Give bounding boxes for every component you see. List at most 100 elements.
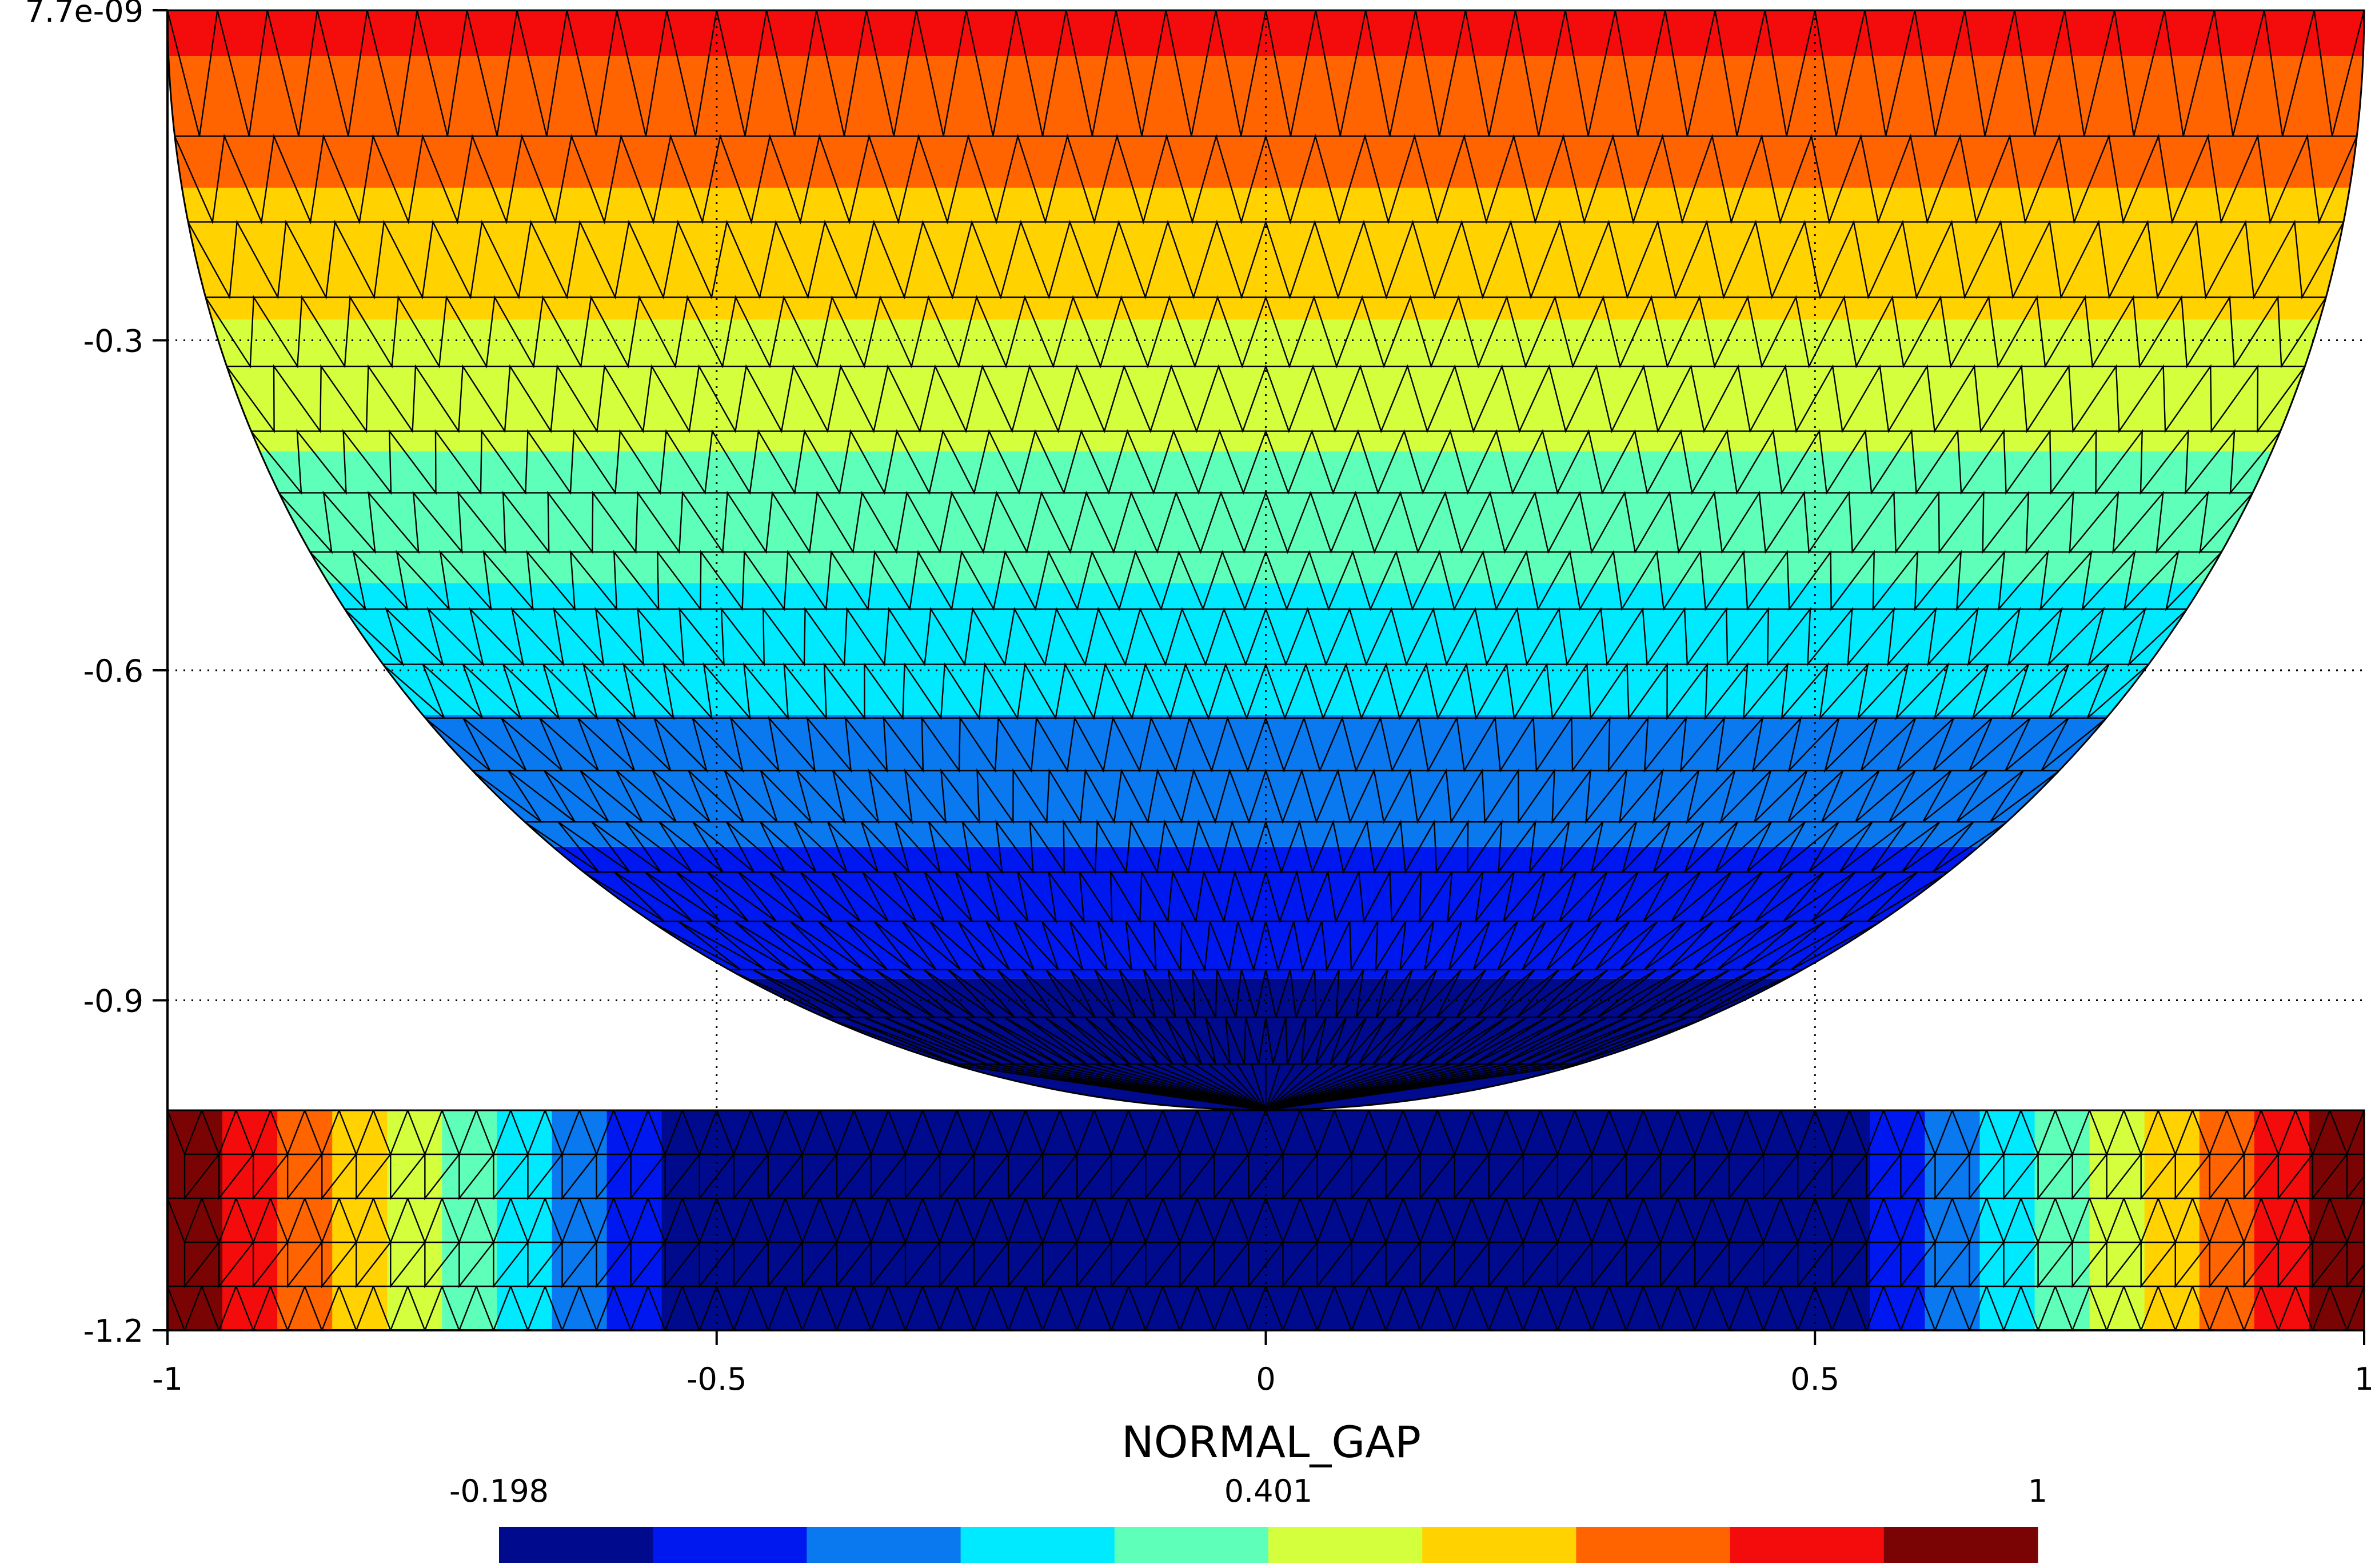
slab-strip [2309, 1110, 2319, 1330]
slab-strip [936, 1110, 947, 1330]
slab-strip [872, 1110, 882, 1330]
slab-strip [853, 1110, 864, 1330]
slab-strip [1934, 1110, 1944, 1330]
slab-strip [1723, 1110, 1734, 1330]
slab-strip [2354, 1110, 2364, 1330]
slab-strip [1366, 1110, 1376, 1330]
slab-strip [2071, 1110, 2081, 1330]
slab-strip [1348, 1110, 1358, 1330]
slab-strip [1266, 1110, 1276, 1330]
slab-strip [488, 1110, 498, 1330]
slab-strip [927, 1110, 937, 1330]
slab-strip [1311, 1110, 1322, 1330]
slab-strip [2318, 1110, 2328, 1330]
slab-strip [725, 1110, 736, 1330]
slab-strip [442, 1110, 452, 1330]
slab-strip [1815, 1110, 1825, 1330]
slab-strip [1275, 1110, 1285, 1330]
slab-strip [1083, 1110, 1093, 1330]
slab-strip [1861, 1110, 1871, 1330]
slab-strip [1448, 1110, 1459, 1330]
slab-strip [213, 1110, 223, 1330]
slab-strip [195, 1110, 205, 1330]
slab-strip [1531, 1110, 1541, 1330]
slab-strip [1742, 1110, 1752, 1330]
half-disk-mesh [167, 10, 2364, 1110]
slab-region [167, 1110, 2364, 1330]
slab-strip [570, 1110, 580, 1330]
slab-strip [204, 1110, 214, 1330]
slab-strip [643, 1110, 653, 1330]
disk-band [167, 10, 2364, 57]
slab-strip [735, 1110, 745, 1330]
slab-strip [1943, 1110, 1953, 1330]
colorbar-swatch [499, 1527, 653, 1563]
x-axis-variable-label: NORMAL_GAP [1121, 1417, 1421, 1467]
slab-strip [579, 1110, 589, 1330]
slab-strip [186, 1110, 196, 1330]
slab-strip [1384, 1110, 1395, 1330]
slab-strip [167, 1110, 178, 1330]
slab-strip [2053, 1110, 2063, 1330]
slab-strip [2126, 1110, 2136, 1330]
y-tick-label: 7.7e-09 [25, 0, 143, 29]
axes: -1 -0.5 0 0.5 1 7.7e-09 -0.3 -0.6 -0.9 -1.2 [25, 0, 2371, 1397]
slab-strip [1394, 1110, 1404, 1330]
slab-strip [2327, 1110, 2337, 1330]
slab-strip [332, 1110, 342, 1330]
slab-strip [1622, 1110, 1632, 1330]
slab-strip [789, 1110, 800, 1330]
colorbar-swatch [1883, 1527, 2038, 1563]
slab-strip [515, 1110, 525, 1330]
slab-strip [469, 1110, 480, 1330]
slab-strip [1174, 1110, 1184, 1330]
slab-strip [2089, 1110, 2099, 1330]
slab-strip [1970, 1110, 1981, 1330]
slab-strip [1952, 1110, 1962, 1330]
half-disk-region [167, 10, 2364, 1110]
slab-strip [2263, 1110, 2273, 1330]
slab-strip [1897, 1110, 1907, 1330]
slab-strip [1696, 1110, 1706, 1330]
slab-strip [900, 1110, 910, 1330]
slab-strip [323, 1110, 333, 1330]
x-tick-label: 0 [1256, 1361, 1275, 1397]
slab-strip [1824, 1110, 1834, 1330]
slab-strip [1714, 1110, 1725, 1330]
slab-strip [1165, 1110, 1175, 1330]
slab-strip [890, 1110, 900, 1330]
slab-strip [1467, 1110, 1477, 1330]
slab-strip [341, 1110, 352, 1330]
slab-strip [1192, 1110, 1203, 1330]
slab-strip [387, 1110, 397, 1330]
slab-strip [1851, 1110, 1862, 1330]
slab-strip [918, 1110, 928, 1330]
slab-strip [670, 1110, 681, 1330]
slab-strip [1687, 1110, 1697, 1330]
slab-strip [1613, 1110, 1623, 1330]
slab-strip [241, 1110, 251, 1330]
slab-strip [1678, 1110, 1688, 1330]
slab-strip [973, 1110, 983, 1330]
slab-strip [506, 1110, 516, 1330]
disk-mesh-lines [167, 10, 2364, 1110]
slab-strip [533, 1110, 544, 1330]
slab-strip [451, 1110, 461, 1330]
slab-strip [1302, 1110, 1312, 1330]
slab-strip [2043, 1110, 2054, 1330]
slab-strip [2098, 1110, 2109, 1330]
slab-strip [286, 1110, 297, 1330]
slab-strip [1421, 1110, 1431, 1330]
slab-strip [1906, 1110, 1917, 1330]
slab-strip [1156, 1110, 1166, 1330]
slab-strip [305, 1110, 315, 1330]
slab-strip [1357, 1110, 1367, 1330]
slab-strip [460, 1110, 470, 1330]
slab-strip [1211, 1110, 1221, 1330]
slab-strip [1979, 1110, 1990, 1330]
colorbar-tick-label: -0.198 [449, 1473, 549, 1509]
slab-strip [1247, 1110, 1258, 1330]
slab-strip [1092, 1110, 1102, 1330]
slab-mesh-lines [167, 1110, 2364, 1330]
colorbar-swatch [1576, 1527, 1731, 1563]
